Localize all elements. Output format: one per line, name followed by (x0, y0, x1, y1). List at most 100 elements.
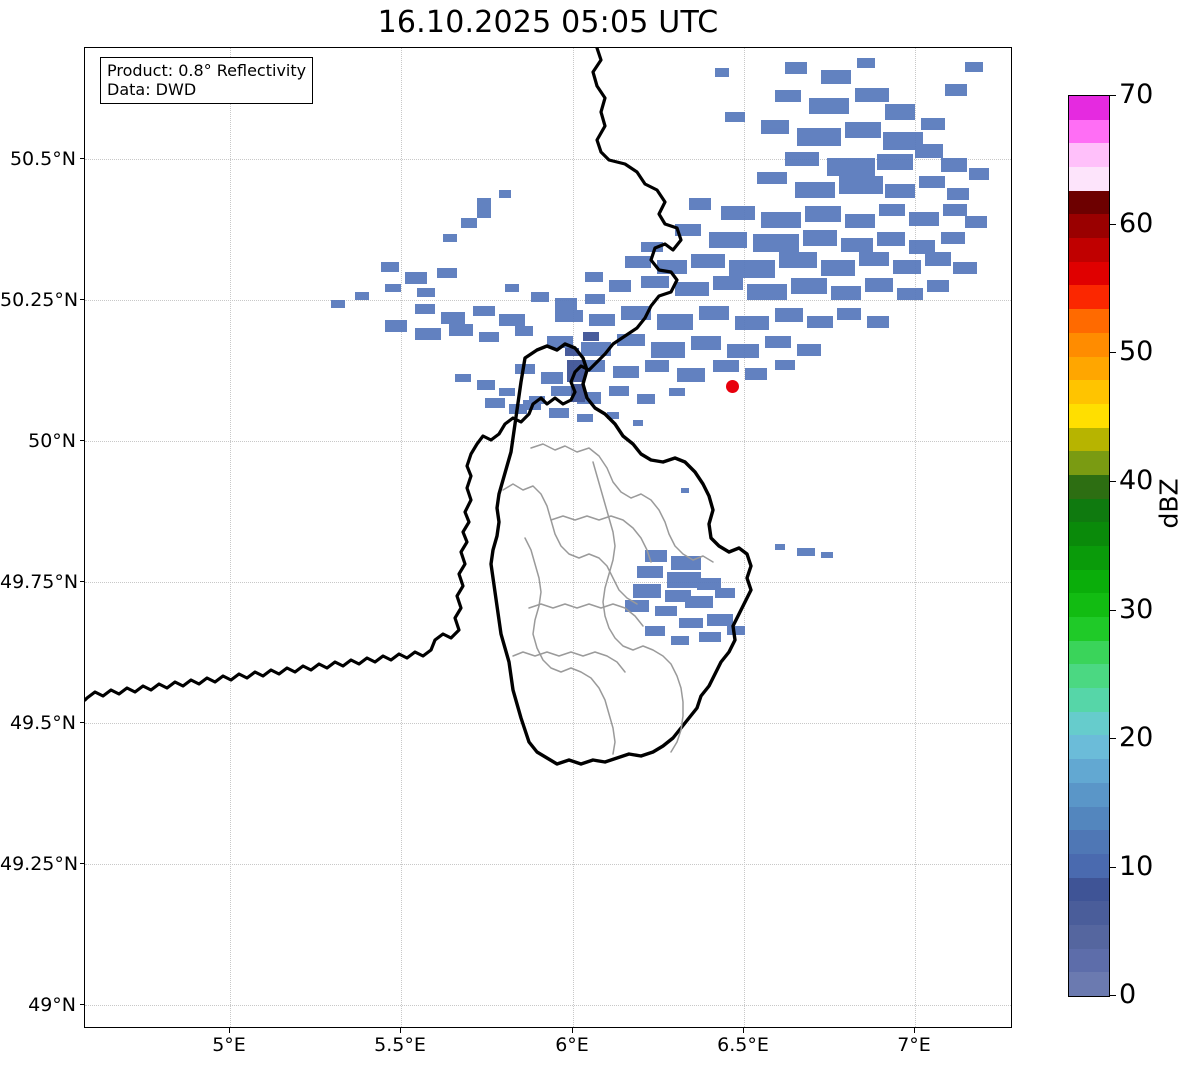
colorbar-segment (1069, 119, 1109, 144)
colorbar-segment (1069, 309, 1109, 333)
colorbar-segment (1069, 569, 1109, 594)
colorbar-segment (1069, 664, 1109, 689)
ytick-label-49p5: 49.5°N (9, 712, 76, 734)
cbar-tick-50 (1109, 352, 1116, 353)
colorbar-segment (1069, 285, 1109, 310)
cbar-label-70: 70 (1119, 79, 1154, 110)
gridline-lat-49p5 (85, 722, 1011, 724)
cbar-tick-0 (1109, 995, 1116, 996)
cbar-label-0: 0 (1119, 979, 1137, 1010)
gridline-lon-5 (230, 48, 231, 1027)
colorbar-segment (1069, 451, 1109, 475)
colorbar-segment (1069, 522, 1109, 546)
cbar-label-60: 60 (1119, 208, 1154, 239)
colorbar-segment (1069, 924, 1109, 949)
gridline-lat-50 (85, 441, 1011, 443)
colorbar-segment (1069, 356, 1109, 381)
cbar-tick-10 (1109, 867, 1116, 868)
colorbar-segment (1069, 877, 1109, 902)
ytick-mark-49p75 (80, 581, 85, 582)
border-country-thick (85, 48, 683, 702)
xtick-mark-6 (572, 1028, 573, 1033)
ytick-label-50p5: 50.5°N (9, 148, 76, 170)
data-source-line: Data: DWD (107, 80, 197, 99)
colorbar[interactable] (1068, 95, 1110, 997)
colorbar-segment (1069, 853, 1109, 878)
colorbar-segment (1069, 617, 1109, 641)
ytick-label-50: 50°N (28, 430, 76, 452)
colorbar-segment (1069, 688, 1109, 712)
ytick-mark-49p25 (80, 863, 85, 864)
gridline-lon-6 (572, 48, 574, 1027)
colorbar-segment (1069, 167, 1109, 191)
colorbar-segment (1069, 498, 1109, 523)
colorbar-segment (1069, 735, 1109, 760)
xtick-mark-5p5 (400, 1028, 401, 1033)
ytick-mark-50p5 (80, 158, 85, 159)
colorbar-segment (1069, 782, 1109, 807)
gridline-lon-6p5 (744, 48, 746, 1027)
xtick-label-6p5: 6.5°E (717, 1034, 769, 1056)
colorbar-segment (1069, 806, 1109, 831)
cbar-label-30: 30 (1119, 594, 1154, 625)
gridline-lat-49p25 (85, 863, 1011, 865)
radar-echo-field (331, 58, 989, 645)
xtick-label-7: 7°E (897, 1034, 931, 1056)
colorbar-segment (1069, 427, 1109, 452)
colorbar-segment (1069, 474, 1109, 499)
ytick-mark-50p25 (80, 299, 85, 300)
ytick-label-49p25: 49.25°N (0, 853, 79, 875)
border-cantons (502, 443, 714, 755)
colorbar-segment (1069, 403, 1109, 428)
map-canvas: Product: 0.8° Reflectivity Data: DWD (85, 48, 1011, 1027)
product-info-box: Product: 0.8° Reflectivity Data: DWD (100, 57, 314, 104)
cbar-tick-40 (1109, 481, 1116, 482)
colorbar-segment (1069, 214, 1109, 239)
gridline-lon-5p5 (401, 48, 403, 1027)
gridline-lat-49 (85, 1004, 1011, 1006)
colorbar-segment (1069, 948, 1109, 973)
colorbar-segment (1069, 380, 1109, 404)
gridline-lat-49p75 (85, 582, 1011, 583)
ytick-mark-49 (80, 1004, 85, 1005)
ytick-mark-50 (80, 440, 85, 441)
colorbar-segment (1069, 546, 1109, 570)
cbar-label-40: 40 (1119, 465, 1154, 496)
colorbar-segment (1069, 332, 1109, 357)
page-title: 16.10.2025 05:05 UTC (377, 5, 719, 40)
xtick-mark-7 (914, 1028, 915, 1033)
gridline-lat-50p5 (85, 159, 1011, 161)
colorbar-segment (1069, 901, 1109, 925)
colorbar-segment (1069, 972, 1109, 996)
xtick-label-6: 6°E (555, 1034, 589, 1056)
xtick-label-5p5: 5.5°E (374, 1034, 426, 1056)
geography-layer (85, 48, 989, 766)
ytick-label-49: 49°N (28, 994, 76, 1016)
cbar-tick-30 (1109, 610, 1116, 611)
colorbar-segment (1069, 640, 1109, 665)
cbar-tick-70 (1109, 95, 1116, 96)
cbar-label-10: 10 (1119, 851, 1154, 882)
colorbar-axis-label: dBZ (1154, 478, 1184, 529)
cbar-tick-20 (1109, 738, 1116, 739)
cbar-label-50: 50 (1119, 336, 1154, 367)
border-luxembourg (489, 342, 753, 766)
colorbar-segment (1069, 143, 1109, 168)
ytick-mark-49p5 (80, 722, 85, 723)
radar-site-marker[interactable] (726, 380, 739, 393)
ytick-label-50p25: 50.25°N (0, 289, 79, 311)
gridline-lon-7 (915, 48, 917, 1027)
colorbar-segment (1069, 711, 1109, 736)
colorbar-segment (1069, 96, 1109, 120)
colorbar-segment (1069, 261, 1109, 286)
cbar-label-20: 20 (1119, 722, 1154, 753)
cbar-tick-60 (1109, 224, 1116, 225)
xtick-mark-5 (229, 1028, 230, 1033)
colorbar-segment (1069, 830, 1109, 854)
ytick-label-49p75: 49.75°N (0, 571, 79, 593)
colorbar-segment (1069, 190, 1109, 215)
xtick-mark-6p5 (743, 1028, 744, 1033)
xtick-label-5: 5°E (212, 1034, 246, 1056)
map-plot-area[interactable]: Product: 0.8° Reflectivity Data: DWD (84, 47, 1012, 1028)
colorbar-segment (1069, 759, 1109, 783)
